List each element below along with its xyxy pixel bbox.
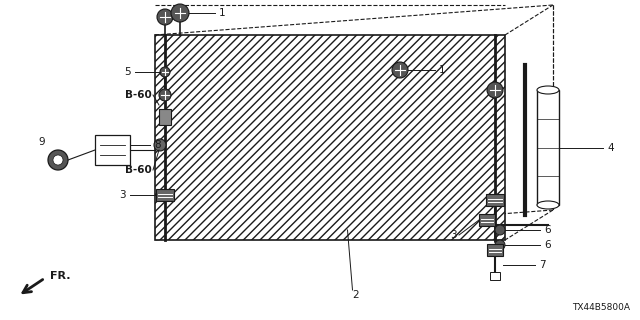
Circle shape bbox=[154, 139, 166, 151]
Text: 1: 1 bbox=[219, 8, 226, 18]
Bar bbox=[537, 90, 559, 205]
Circle shape bbox=[48, 150, 68, 170]
Circle shape bbox=[157, 9, 173, 25]
Bar bbox=[155, 35, 505, 240]
Bar bbox=[486, 194, 504, 206]
Circle shape bbox=[487, 82, 503, 98]
Text: TX44B5800A: TX44B5800A bbox=[572, 303, 630, 312]
Text: B-60: B-60 bbox=[125, 165, 152, 175]
Text: 9: 9 bbox=[38, 137, 45, 147]
Text: 1: 1 bbox=[439, 65, 445, 75]
Bar bbox=[479, 214, 495, 226]
Circle shape bbox=[171, 4, 189, 22]
Text: 6: 6 bbox=[544, 225, 550, 235]
Text: B-60: B-60 bbox=[125, 90, 152, 100]
Bar bbox=[487, 244, 503, 256]
Circle shape bbox=[160, 67, 170, 77]
Text: 7: 7 bbox=[539, 260, 546, 270]
Text: 4: 4 bbox=[607, 142, 614, 153]
Circle shape bbox=[159, 89, 171, 101]
Text: 6: 6 bbox=[544, 240, 550, 250]
Bar bbox=[95, 135, 130, 165]
Bar bbox=[156, 189, 174, 201]
Text: 8: 8 bbox=[154, 140, 161, 150]
Bar bbox=[159, 109, 171, 125]
Text: 2: 2 bbox=[353, 290, 359, 300]
Circle shape bbox=[53, 155, 63, 165]
Text: 3: 3 bbox=[451, 230, 457, 240]
Ellipse shape bbox=[537, 86, 559, 94]
Text: H: H bbox=[308, 113, 352, 162]
Text: 3: 3 bbox=[120, 190, 126, 200]
Circle shape bbox=[495, 240, 505, 250]
Text: FR.: FR. bbox=[50, 271, 70, 281]
Text: 5: 5 bbox=[124, 67, 131, 77]
Circle shape bbox=[392, 62, 408, 78]
Bar bbox=[490, 272, 500, 280]
Ellipse shape bbox=[537, 201, 559, 209]
Circle shape bbox=[495, 225, 505, 235]
